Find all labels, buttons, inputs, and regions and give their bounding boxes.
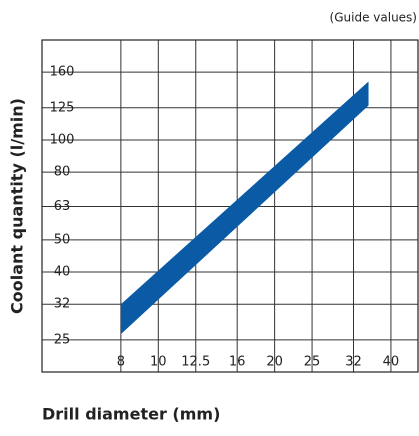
y-tick-label: 160 bbox=[50, 65, 75, 80]
y-tick-label: 25 bbox=[54, 332, 71, 347]
y-tick-label: 63 bbox=[54, 199, 71, 214]
x-tick-label: 8 bbox=[117, 355, 125, 370]
x-tick-label: 10 bbox=[150, 355, 167, 370]
y-axis-label: Coolant quantity (l/min) bbox=[8, 98, 27, 314]
y-tick-label: 80 bbox=[54, 165, 71, 180]
y-tick-label: 40 bbox=[54, 265, 71, 280]
x-tick-label: 25 bbox=[304, 355, 321, 370]
x-axis-label: Drill diameter (mm) bbox=[42, 405, 220, 424]
x-tick-label: 20 bbox=[266, 355, 283, 370]
x-tick-label: 32 bbox=[345, 355, 362, 370]
y-tick-label: 32 bbox=[54, 297, 71, 312]
y-tick-label: 125 bbox=[50, 100, 75, 115]
note: (Guide values) bbox=[330, 11, 417, 25]
y-tick-label: 100 bbox=[50, 132, 75, 147]
band bbox=[120, 81, 369, 335]
x-tick-label: 12.5 bbox=[181, 355, 210, 370]
x-tick-label: 16 bbox=[229, 355, 246, 370]
x-tick-label: 40 bbox=[383, 355, 400, 370]
y-tick-label: 50 bbox=[54, 232, 71, 247]
plot-frame bbox=[41, 39, 419, 373]
